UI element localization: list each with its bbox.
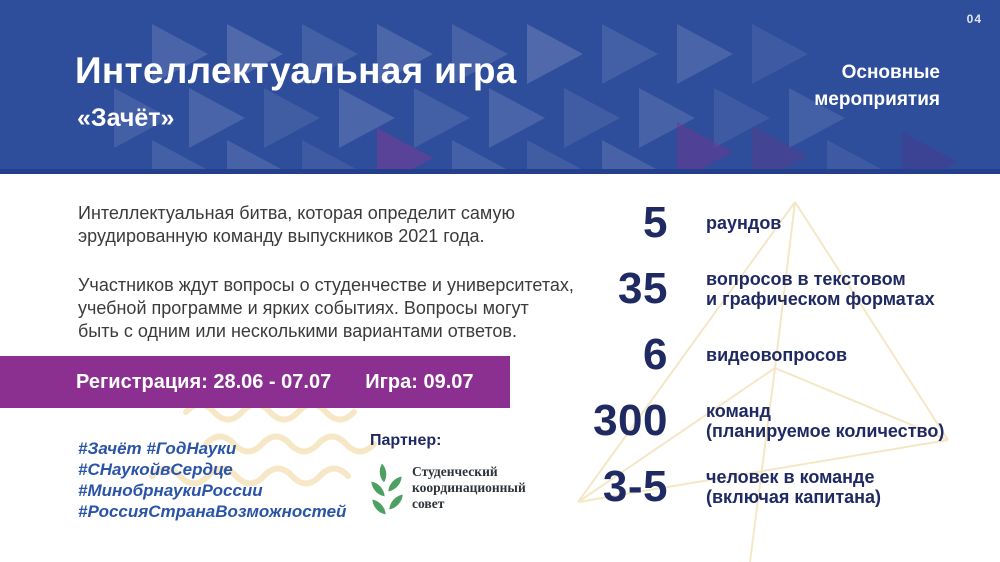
stat-label: вопросов в текстовом и графическом форма… [706, 269, 935, 309]
stat-label: раундов [706, 213, 782, 233]
intro-paragraph-1: Интеллектуальная битва, которая определи… [78, 203, 515, 246]
hashtag-line: #СНаукойвСердце [78, 460, 233, 479]
stat-row: 35 вопросов в текстовом и графическом фо… [558, 256, 988, 322]
section-label: Основные мероприятия [814, 62, 940, 110]
stat-row: 6 видеовопросов [558, 322, 988, 388]
stat-label: человек в команде (включая капитана) [706, 467, 882, 507]
hashtag-line: #Зачёт #ГодНауки [78, 439, 237, 458]
page-subtitle: «Зачёт» [77, 104, 175, 132]
stat-label: видеовопросов [706, 345, 848, 365]
page-title: Интеллектуальная игра [75, 50, 517, 91]
stat-value: 6 [643, 330, 668, 379]
stat-value: 35 [618, 264, 668, 313]
wave-decoration [149, 401, 377, 487]
page-number: 04 [966, 12, 982, 26]
hashtag-line: #МинобрнаукиРоссии [78, 481, 263, 500]
dates-banner: Регистрация: 28.06 - 07.07 Игра: 09.07 [0, 356, 510, 408]
header: 04 Интеллектуальная игра «Зачёт» Основны… [0, 0, 1000, 174]
partner-name: Студенческий координационный совет [412, 464, 526, 511]
partner-heading: Партнер: [370, 432, 442, 449]
stat-value: 300 [593, 396, 668, 445]
intro-paragraph-2: Участников ждут вопросы о студенчестве и… [78, 275, 574, 341]
stat-row: 5 раундов [558, 190, 988, 256]
wheat-logo-icon [370, 463, 404, 517]
triangle-line-art-decoration [577, 201, 949, 562]
hashtags: #Зачёт #ГодНауки #СНаукойвСердце #Минобр… [78, 438, 346, 522]
triangle-pattern-decoration [114, 24, 958, 174]
intro-text: Интеллектуальная битва, которая определи… [78, 202, 598, 343]
stat-label: команд (планируемое количество) [706, 401, 945, 441]
stat-value: 3-5 [602, 462, 668, 511]
header-bottom-edge [0, 169, 1000, 174]
stat-row: 3-5 человек в команде (включая капитана) [558, 454, 988, 520]
partner-block: Партнер: Студенческий координационный со… [370, 432, 526, 518]
game-date: Игра: 09.07 [365, 370, 474, 393]
registration-dates: Регистрация: 28.06 - 07.07 [76, 370, 332, 393]
hashtag-line: #РоссияСтранаВозможностей [78, 502, 347, 521]
stats-list: 5 раундов 35 вопросов в текстовом и граф… [558, 190, 988, 520]
stat-value: 5 [643, 198, 668, 247]
stat-row: 300 команд (планируемое количество) [558, 388, 988, 454]
